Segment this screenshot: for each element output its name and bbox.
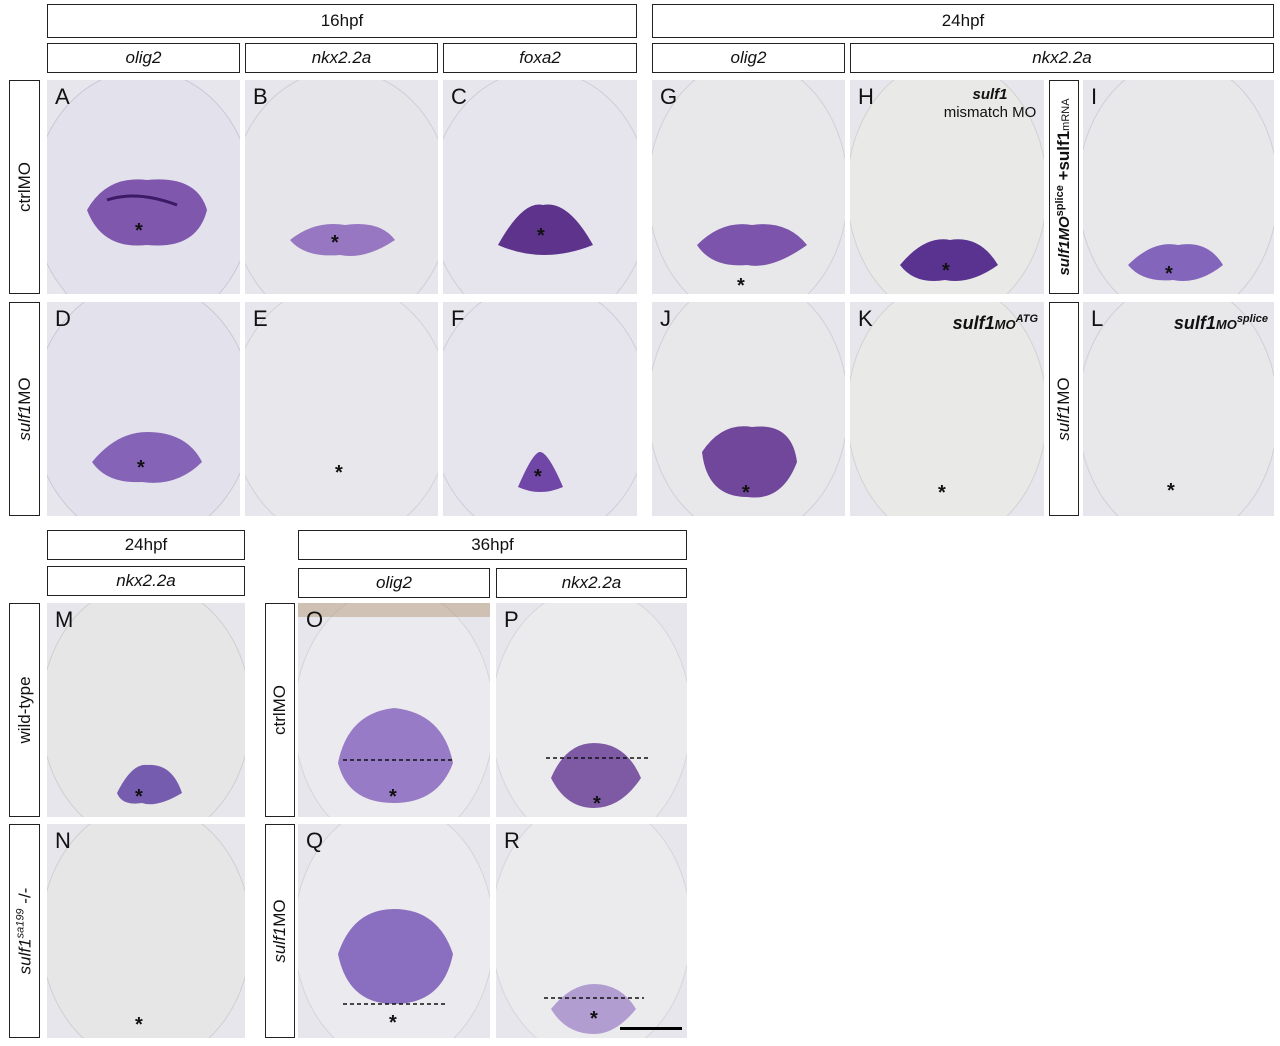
header-24hpf: 24hpf — [652, 4, 1274, 38]
row-label-ctrlmo-2: ctrlMO — [265, 603, 295, 817]
panel-label: Q — [306, 828, 324, 853]
row-label-sulf1mo-2: sulf1MO — [265, 824, 295, 1038]
ventral-marker: * — [1165, 263, 1173, 285]
panel-d: D * — [47, 302, 240, 516]
mismatch-annotation: sulf1 mismatch MO — [943, 86, 1037, 121]
row-label-sulf1-sa199: sulf1sa199 -/- — [9, 824, 40, 1038]
panel-label: A — [55, 84, 70, 109]
panel-label: H — [858, 84, 874, 109]
scale-bar — [620, 1027, 682, 1030]
ventral-marker: * — [742, 482, 750, 504]
ventral-marker: * — [135, 1014, 143, 1036]
header-36hpf: 36hpf — [298, 530, 687, 560]
panel-label: R — [504, 828, 520, 853]
panel-label: E — [253, 306, 268, 331]
ventral-marker: * — [389, 1012, 397, 1034]
panel-label: O — [306, 607, 324, 632]
panel-e: E * — [245, 302, 438, 516]
row-label-wild-type: wild-type — [9, 603, 40, 817]
panel-g: G * — [652, 80, 845, 294]
ventral-marker: * — [137, 457, 145, 479]
panel-q: Q * — [298, 824, 490, 1038]
panel-b: B * — [245, 80, 438, 294]
gene-label-m: nkx2.2a — [47, 566, 245, 596]
panel-o: O * — [298, 603, 490, 817]
gene-label-h: nkx2.2a — [850, 43, 1274, 73]
row-label-sulf1mo-3: sulf1MO — [1049, 302, 1079, 516]
ventral-marker: * — [942, 260, 950, 282]
panel-k: K sulf1MOATG * — [850, 302, 1044, 516]
panel-label: G — [660, 84, 678, 109]
panel-p: P * — [496, 603, 687, 817]
ventral-marker: * — [331, 232, 339, 254]
panel-f: F * — [443, 302, 637, 516]
row-label-rescue: sulf1MOsplice +sulf1mRNA — [1049, 80, 1079, 294]
ventral-marker: * — [537, 225, 545, 247]
panel-label: N — [55, 828, 71, 853]
ventral-marker: * — [389, 786, 397, 808]
gene-label-p: nkx2.2a — [496, 568, 687, 598]
ventral-marker: * — [1167, 480, 1175, 502]
ventral-marker: * — [135, 220, 143, 242]
header-16hpf: 16hpf — [47, 4, 637, 38]
panel-m: M * — [47, 603, 245, 817]
row-label-ctrlmo-1: ctrlMO — [9, 80, 40, 294]
panel-label: I — [1091, 84, 1098, 109]
panel-h: H sulf1 mismatch MO * — [850, 80, 1044, 294]
panel-label: C — [451, 84, 467, 109]
panel-n: N * — [47, 824, 245, 1038]
panel-label: D — [55, 306, 71, 331]
ventral-marker: * — [135, 786, 143, 808]
panel-r: R * — [496, 824, 687, 1038]
ventral-marker: * — [938, 482, 946, 504]
morpholino-annotation: sulf1MOsplice — [1173, 313, 1268, 333]
gene-label-c: foxa2 — [443, 43, 637, 73]
ventral-marker: * — [534, 466, 542, 488]
panel-label: B — [253, 84, 268, 109]
panel-i: I * — [1083, 80, 1274, 294]
header-24hpf-bottom: 24hpf — [47, 530, 245, 560]
ventral-marker: * — [593, 793, 601, 815]
row-label-sulf1mo-1: sulf1MO — [9, 302, 40, 516]
panel-label: J — [660, 306, 671, 331]
panel-l: L sulf1MOsplice * — [1083, 302, 1274, 516]
morpholino-annotation: sulf1MOATG — [952, 313, 1038, 333]
gene-label-b: nkx2.2a — [245, 43, 438, 73]
gene-label-a: olig2 — [47, 43, 240, 73]
gene-label-g: olig2 — [652, 43, 845, 73]
panel-j: J * — [652, 302, 845, 516]
panel-a: A * — [47, 80, 240, 294]
ventral-marker: * — [335, 462, 343, 484]
panel-label: K — [858, 306, 873, 331]
panel-label: P — [504, 607, 519, 632]
panel-c: C * — [443, 80, 637, 294]
panel-label: M — [55, 607, 74, 632]
ventral-marker: * — [737, 275, 745, 294]
panel-label: F — [451, 306, 465, 331]
ventral-marker: * — [590, 1008, 598, 1030]
panel-label: L — [1091, 306, 1104, 331]
gene-label-o: olig2 — [298, 568, 490, 598]
